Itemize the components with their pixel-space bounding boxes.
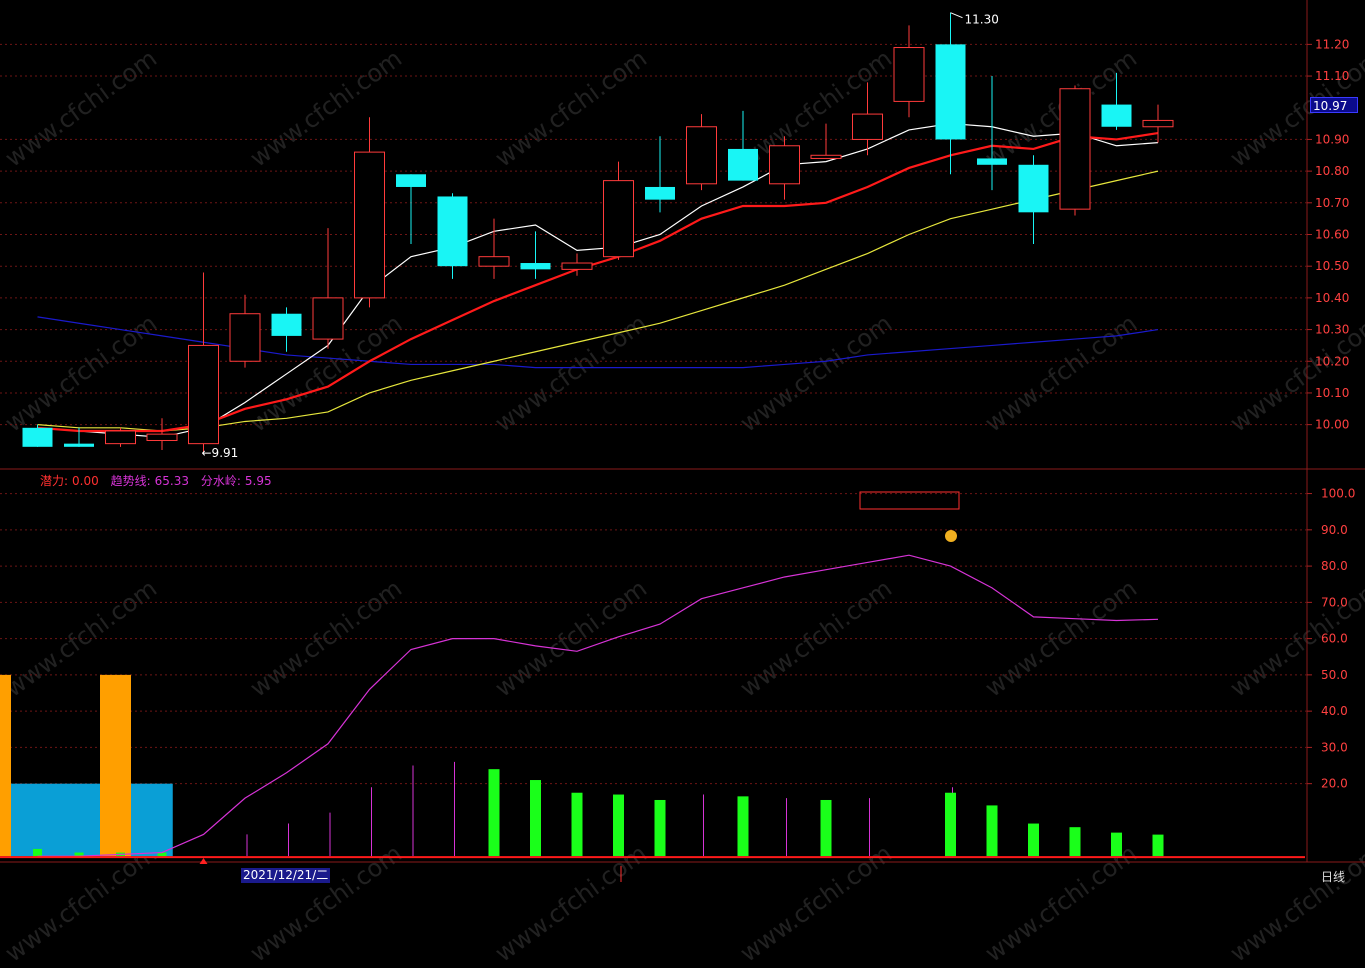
candle-body-down [520,263,551,270]
candle-body-down [64,443,94,447]
ma-blue-line [37,316,1159,369]
candle-body-down [977,158,1007,165]
qianli-label: 潜力: [40,474,69,488]
price-tick-label: 10.70 [1315,196,1349,210]
price-tick-label: 10.80 [1315,164,1349,178]
indicator-header: 潜力: 0.00 趋势线: 65.33 分水岭: 5.95 [40,472,280,489]
orange-bar [100,674,131,857]
candle-body-up [188,344,219,445]
price-tick-label: 10.90 [1315,132,1349,146]
candle-body-up [686,126,717,185]
candle-body-up [893,47,925,102]
candle-body-down [396,174,426,187]
green-bar [571,792,583,857]
green-bar [530,780,541,857]
price-tick-label: 10.50 [1315,259,1349,273]
trend-line [37,554,1159,857]
price-tick-label: 11.20 [1315,37,1349,51]
green-bar [1069,827,1081,857]
green-bar [33,848,42,857]
price-tick-label: 10.10 [1315,386,1349,400]
candle-body-up [105,430,136,445]
green-bar [945,792,956,857]
ind-tick-label: 80.0 [1321,559,1348,573]
green-bar [1152,834,1164,857]
trend-label: 趋势线: [110,474,151,488]
candle-body-down [271,313,302,336]
ma-red-line [37,132,1159,433]
orange-bar [0,674,11,857]
watershed-label: 分水岭: [200,474,241,488]
candle-body-down [728,148,758,181]
period-label[interactable]: 日线 [1321,870,1346,884]
candle-body-down [935,44,966,140]
money-bag-icon [945,530,957,542]
green-bar [820,799,832,857]
green-bar [1111,832,1122,857]
green-bar [488,769,500,857]
candle-body-up [769,145,800,185]
candle-body-down [1018,164,1049,213]
candle-body-up [146,433,178,441]
ind-tick-label: 40.0 [1321,704,1348,718]
current-price-tag: 10.97 [1310,97,1358,113]
candle-body-down [437,196,468,267]
price-tick-label: 10.20 [1315,354,1349,368]
signal-box [859,491,960,510]
ma-white-line [37,122,1159,438]
ind-tick-label: 60.0 [1321,632,1348,646]
crosshair-date-label: 2021/12/21/二 [241,868,331,883]
ind-tick-label: 20.0 [1321,777,1348,791]
ind-tick-label: 100.0 [1321,487,1355,501]
candle-body-up [561,262,593,270]
candle-body-up [852,113,883,140]
price-tick-label: 10.00 [1315,418,1349,432]
candle-body-up [312,297,344,340]
price-tick-label: 10.40 [1315,291,1349,305]
candle-body-up [1059,88,1091,210]
price-tick-label: 11.10 [1315,69,1349,83]
high-pointer [950,12,963,19]
candle-body-up [354,151,385,299]
price-tick-label: 10.30 [1315,323,1349,337]
qianli-value: 0.00 [72,474,99,488]
candle-body-up [1142,119,1174,128]
blue-block [10,783,173,857]
green-bar [157,852,167,857]
stock-chart-canvas: 11.20 11.10 10.90 10.80 10.70 10.60 10.50 10.40… [0,0,1365,882]
green-bar [1028,823,1039,857]
signal-arrow [199,858,208,864]
candle-body-up [478,256,510,267]
green-bar [986,805,998,857]
candle-body-down [1101,104,1132,127]
ind-tick-label: 50.0 [1321,668,1348,682]
low-annotation: ←9.91 [202,446,239,460]
green-bar [613,794,624,857]
green-bar [74,852,84,857]
ind-tick-label: 30.0 [1321,740,1348,754]
candle-body-up [229,313,261,362]
ind-tick-label: 90.0 [1321,523,1348,537]
high-annotation: 11.30 [965,13,999,27]
green-bar [737,796,749,857]
ma-yellow-line [37,170,1159,432]
ind-tick-label: 70.0 [1321,595,1348,609]
candle-body-down [22,427,53,447]
candle-body-up [603,180,634,258]
candle-body-up [810,154,842,159]
trend-value: 65.33 [154,474,189,488]
green-bar [654,799,666,857]
candle-body-down [645,186,675,200]
price-tick-label: 10.60 [1315,228,1349,242]
watershed-value: 5.95 [244,474,272,488]
